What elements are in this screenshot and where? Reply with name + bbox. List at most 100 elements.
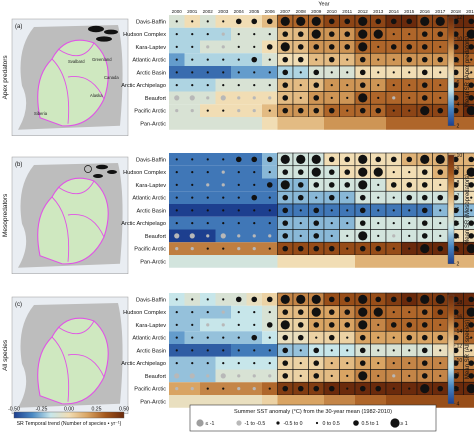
sst-dot bbox=[468, 373, 474, 379]
region-label: Arctic Archipelago bbox=[121, 361, 166, 367]
sst-dot bbox=[252, 387, 256, 391]
sst-dot bbox=[358, 16, 368, 26]
map-label: Alaska bbox=[90, 93, 103, 98]
sst-dot bbox=[437, 245, 444, 252]
colorbar-tick-label: 6 bbox=[457, 387, 460, 393]
sst-dot bbox=[470, 349, 473, 352]
heatmap-cell bbox=[169, 117, 185, 130]
heatmap-cell bbox=[200, 255, 216, 268]
heatmap-cell bbox=[324, 117, 340, 130]
sst-dot bbox=[253, 349, 256, 352]
sst-legend-dot bbox=[236, 420, 242, 426]
sst-dot bbox=[191, 84, 194, 87]
colorbar-tick-label: 4 bbox=[457, 102, 460, 108]
sst-dot bbox=[328, 18, 335, 25]
sst-dot bbox=[330, 84, 333, 87]
sst-dot bbox=[175, 298, 178, 301]
trend-tick-label: 0.00 bbox=[64, 407, 74, 413]
sst-dot bbox=[437, 309, 444, 315]
sst-dot bbox=[466, 307, 474, 317]
sst-dot bbox=[359, 56, 366, 63]
sst-dot bbox=[299, 362, 302, 365]
sst-dot bbox=[206, 362, 209, 365]
year-label: 2014 bbox=[389, 9, 400, 14]
sst-dot bbox=[268, 58, 271, 61]
sst-dot bbox=[189, 373, 195, 379]
sst-dot bbox=[175, 349, 178, 352]
sst-dot bbox=[359, 385, 366, 392]
sst-dot bbox=[468, 18, 474, 25]
sst-dot bbox=[222, 58, 225, 61]
sst-dot bbox=[175, 387, 179, 391]
sst-dot bbox=[311, 16, 321, 26]
sst-dot bbox=[282, 107, 289, 114]
sst-dot bbox=[190, 109, 194, 113]
sst-dot bbox=[191, 33, 194, 36]
sst-dot bbox=[330, 222, 333, 225]
sst-dot bbox=[268, 209, 271, 212]
sst-dot bbox=[359, 347, 366, 354]
sst-dot bbox=[358, 231, 368, 241]
heatmap-cell bbox=[246, 117, 262, 130]
sst-dot bbox=[220, 95, 226, 101]
heatmap-cell bbox=[370, 117, 386, 130]
sst-dot bbox=[313, 322, 320, 328]
sst-dot bbox=[280, 42, 290, 52]
colorbar-tick-label: 9 bbox=[457, 166, 460, 172]
sst-dot bbox=[237, 387, 241, 391]
sst-dot bbox=[421, 373, 428, 379]
heatmap-cell bbox=[293, 395, 309, 408]
sst-dot bbox=[251, 296, 258, 303]
sst-dot bbox=[406, 182, 413, 188]
sst-dot bbox=[392, 84, 395, 87]
sst-dot bbox=[346, 349, 349, 352]
sst-dot bbox=[206, 311, 209, 314]
sst-dot bbox=[328, 309, 335, 315]
sst-dot bbox=[282, 69, 289, 76]
sst-dot bbox=[452, 156, 459, 163]
panel-label: (b) bbox=[15, 162, 22, 168]
sst-dot bbox=[235, 18, 242, 25]
sst-dot bbox=[191, 349, 194, 352]
sst-dot bbox=[311, 307, 321, 317]
heatmap-cell bbox=[200, 395, 216, 408]
sst-dot bbox=[408, 247, 411, 250]
sst-dot bbox=[452, 309, 459, 315]
sst-dot bbox=[268, 336, 271, 339]
sst-dot bbox=[253, 323, 256, 326]
year-label: 2015 bbox=[404, 9, 415, 14]
sst-dot bbox=[299, 374, 302, 377]
sst-dot bbox=[439, 349, 442, 352]
sst-dot bbox=[421, 233, 428, 239]
sst-dot bbox=[390, 296, 397, 303]
sst-dot bbox=[452, 69, 459, 76]
sst-dot bbox=[175, 222, 178, 225]
sst-dot bbox=[420, 294, 430, 304]
sst-dot bbox=[437, 194, 444, 201]
colorbar-tick-label: 3 bbox=[457, 248, 460, 254]
sst-dot bbox=[452, 296, 459, 303]
sst-dot bbox=[392, 311, 395, 314]
sst-dot bbox=[377, 374, 380, 377]
sst-dot bbox=[253, 171, 256, 174]
sst-dot bbox=[439, 45, 442, 48]
colorbar-tick-label: 8 bbox=[457, 180, 460, 186]
sst-dot bbox=[237, 209, 240, 212]
sst-dot bbox=[468, 156, 474, 163]
heatmap-cell bbox=[324, 255, 340, 268]
sst-dot bbox=[282, 233, 289, 239]
heatmap-cell bbox=[293, 117, 309, 130]
sst-dot bbox=[390, 156, 397, 163]
sst-dot bbox=[408, 84, 411, 87]
sst-dot bbox=[297, 107, 304, 114]
sst-dot bbox=[420, 106, 430, 116]
year-label: 2017 bbox=[435, 9, 446, 14]
sst-dot bbox=[408, 374, 411, 377]
heatmap-cell bbox=[355, 395, 371, 408]
sst-dot bbox=[392, 387, 395, 390]
sst-dot bbox=[346, 222, 349, 225]
year-label: 2008 bbox=[296, 9, 307, 14]
heatmap-cell bbox=[231, 255, 247, 268]
sst-dot bbox=[313, 373, 320, 379]
sst-dot bbox=[392, 222, 395, 225]
